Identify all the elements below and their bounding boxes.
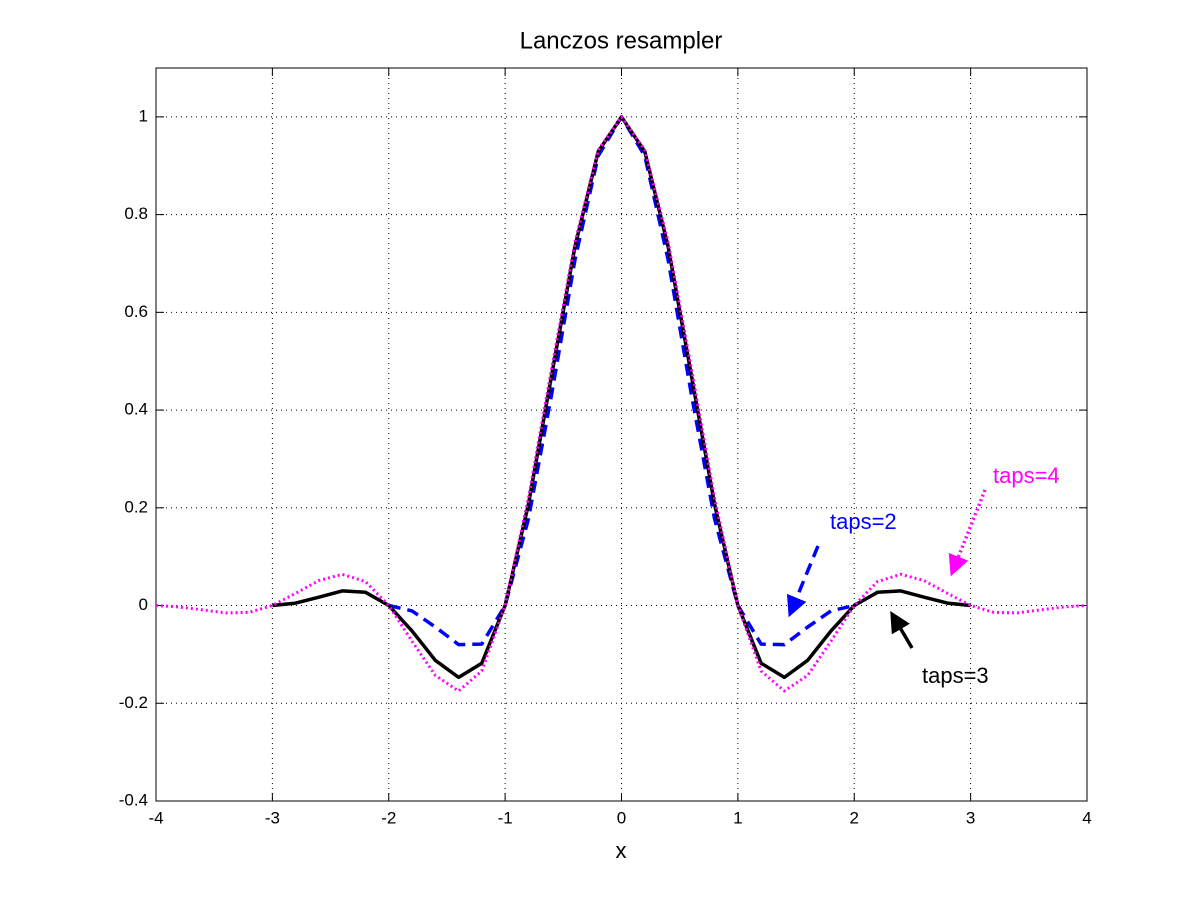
y-tick-label: 0.4	[124, 400, 148, 419]
y-tick-label: 0	[139, 595, 148, 614]
data-line	[155, 115, 1088, 693]
y-tick-label: 1	[139, 106, 148, 125]
x-tick-label: 1	[733, 808, 742, 827]
annotation-arrow	[890, 610, 914, 649]
x-axis-label: x	[616, 838, 627, 863]
x-tick-label: 4	[1082, 808, 1091, 827]
y-tick-label: -0.2	[119, 693, 148, 712]
x-tick-label: 3	[966, 808, 975, 827]
annotation-label: taps=4	[993, 463, 1060, 488]
y-tick-label: 0.8	[124, 204, 148, 223]
x-tick-label: -2	[381, 808, 396, 827]
annotation-arrow	[786, 545, 820, 618]
plot-frame	[155, 67, 1088, 802]
x-tick-label: 2	[850, 808, 859, 827]
y-tick-label: 0.6	[124, 302, 148, 321]
x-tick-label: -1	[498, 808, 513, 827]
x-tick-label: -4	[148, 808, 163, 827]
annotation-label: taps=2	[830, 509, 897, 534]
y-tick-label: 0.2	[124, 497, 148, 516]
x-tick-label: -3	[265, 808, 280, 827]
chart-title: Lanczos resampler	[520, 27, 723, 54]
y-tick-label: -0.4	[119, 790, 148, 809]
x-tick-label: 0	[617, 808, 626, 827]
annotation-label: taps=3	[922, 663, 989, 688]
